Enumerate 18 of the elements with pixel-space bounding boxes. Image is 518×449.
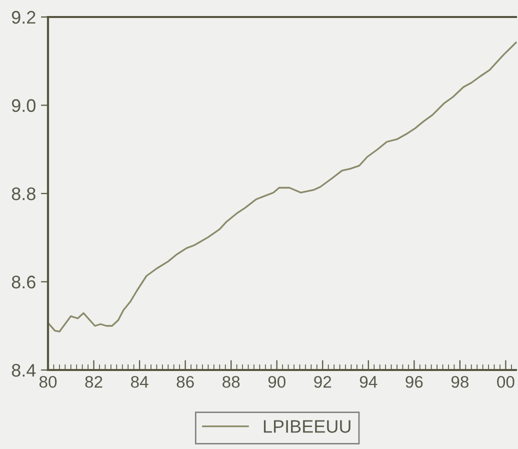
y-tick-label: 8.6 <box>12 276 36 288</box>
y-tick-label: 8.4 <box>12 364 36 377</box>
x-tick-label: 96 <box>406 376 423 388</box>
x-tick-label: 98 <box>451 376 468 388</box>
x-tick-label: 82 <box>85 376 102 388</box>
x-tick-label: 94 <box>360 376 378 388</box>
x-tick-label: 90 <box>268 376 286 388</box>
x-tick-label: 80 <box>39 376 57 388</box>
x-tick-label: 84 <box>130 376 148 388</box>
line-series <box>47 42 517 332</box>
y-tick-label: 9.0 <box>12 99 36 112</box>
x-tick-label: 00 <box>497 376 514 388</box>
y-tick-label: 8.8 <box>12 187 36 200</box>
legend-label: LPIBEEUU <box>264 420 350 433</box>
x-tick-label: 92 <box>314 376 332 388</box>
x-tick-label: 86 <box>176 376 194 388</box>
y-tick-label: 9.2 <box>12 10 36 24</box>
x-tick-label: 88 <box>222 376 240 388</box>
